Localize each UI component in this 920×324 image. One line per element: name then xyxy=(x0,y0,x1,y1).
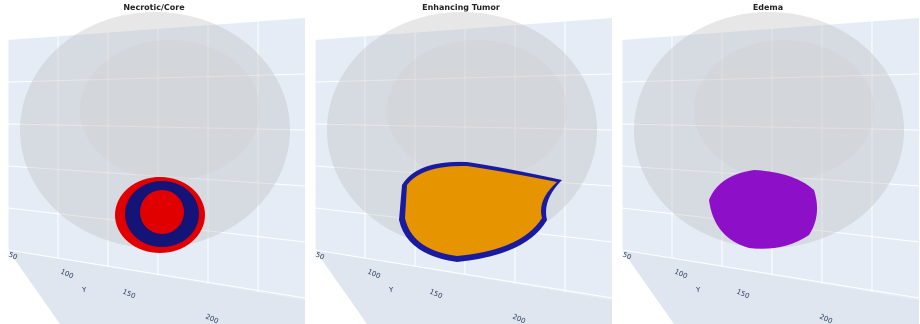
brain-surface xyxy=(634,12,904,248)
axis-tick-label: 50 xyxy=(621,251,632,262)
grid-line xyxy=(314,123,613,131)
grid-line xyxy=(621,249,920,299)
tumor-necrotic xyxy=(140,190,184,234)
brain-surface xyxy=(20,12,290,248)
floor-plane xyxy=(315,250,612,324)
brain-surface xyxy=(80,40,260,180)
tumor-edema xyxy=(709,170,818,249)
panel-title: Necrotic/Core xyxy=(123,3,185,12)
axis-tick-label: 200 xyxy=(818,313,834,324)
grid-line xyxy=(314,249,613,299)
grid-line xyxy=(621,73,920,83)
panel-title: Enhancing Tumor xyxy=(422,3,500,12)
grid-line xyxy=(621,123,920,131)
axis-label: Y xyxy=(388,286,394,294)
back-wall xyxy=(622,18,919,300)
axis-label: Y xyxy=(695,286,701,294)
grid-line xyxy=(7,165,306,187)
axis-tick-label: 200 xyxy=(204,313,220,324)
brain-surface xyxy=(387,40,567,180)
axis-tick-label: 200 xyxy=(511,313,527,324)
axis-tick-label: 50 xyxy=(314,251,325,262)
grid-line xyxy=(7,249,306,299)
floor-plane xyxy=(622,250,919,324)
floor-plane xyxy=(8,250,305,324)
grid-line xyxy=(7,73,306,83)
back-wall xyxy=(8,18,305,300)
tumor-enhancing xyxy=(405,165,557,256)
panel-title: Edema xyxy=(753,3,783,12)
grid-line xyxy=(314,73,613,83)
axis-tick-label: 50 xyxy=(7,251,18,262)
brain-surface xyxy=(694,40,874,180)
grid-line xyxy=(7,123,306,131)
axis-label: Y xyxy=(81,286,87,294)
